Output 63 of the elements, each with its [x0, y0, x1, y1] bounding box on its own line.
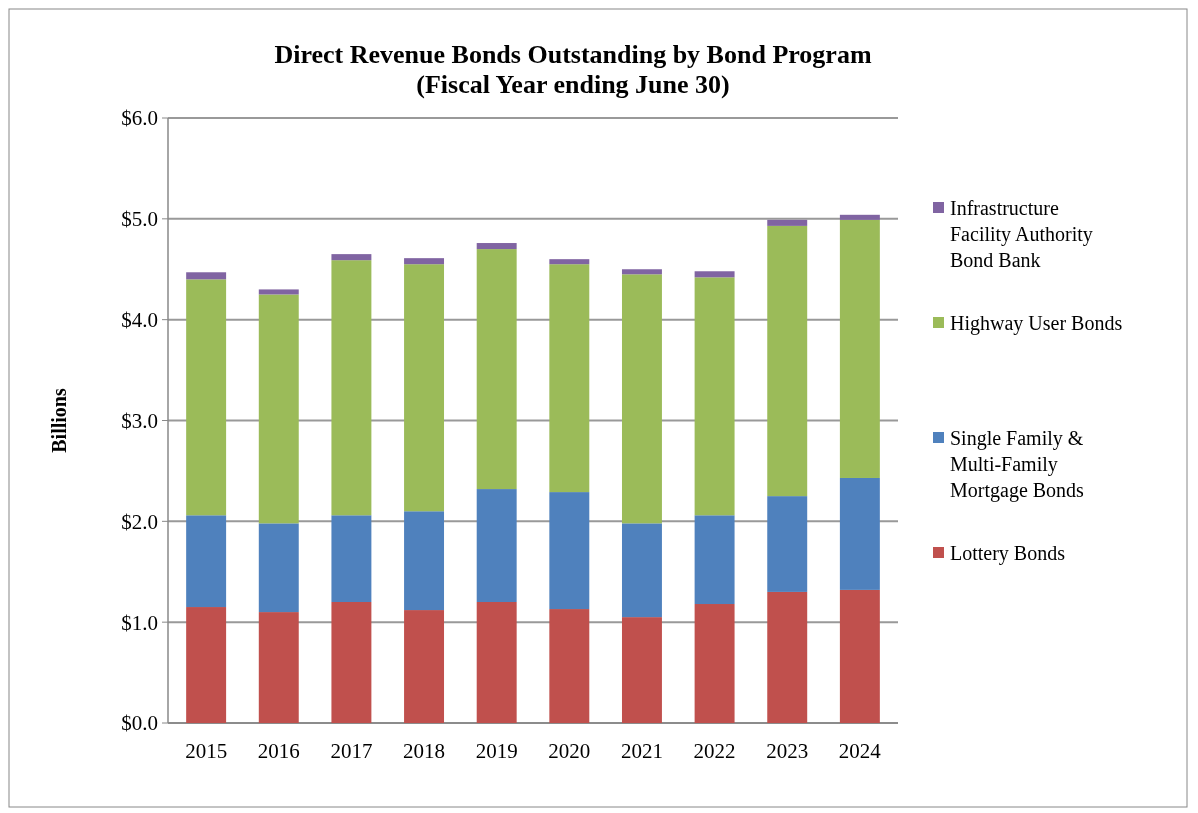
x-tick-label: 2017 [330, 739, 373, 763]
y-tick-label: $4.0 [121, 308, 158, 333]
legend-label: Highway User Bonds [950, 312, 1123, 335]
bar [331, 260, 372, 516]
bar [186, 279, 227, 516]
bar [839, 214, 880, 220]
y-tick-label: $1.0 [121, 610, 158, 635]
x-tick-label: 2020 [548, 739, 591, 763]
bar [404, 610, 445, 723]
bar [621, 269, 662, 275]
y-tick-label: $3.0 [121, 408, 158, 433]
x-tick-label: 2021 [620, 739, 663, 763]
y-axis-title: Billions [48, 388, 70, 453]
bar [767, 591, 808, 723]
bar [694, 515, 735, 605]
x-tick-label: 2023 [766, 739, 809, 763]
bar [476, 489, 517, 602]
bar [258, 612, 299, 723]
bar [549, 259, 590, 265]
legend-label: Single Family & Multi-Family Mortgage Bonds [950, 427, 1085, 502]
bar [839, 589, 880, 723]
bar [549, 609, 590, 723]
y-tick-label: $5.0 [121, 207, 158, 232]
y-tick-label: $0.0 [121, 711, 158, 736]
bar [476, 243, 517, 250]
x-tick-label: 2015 [185, 739, 228, 763]
bar [331, 602, 372, 723]
x-tick-label: 2022 [693, 739, 736, 763]
bar [476, 602, 517, 723]
bar [258, 294, 299, 524]
bar [549, 492, 590, 610]
bar [839, 219, 880, 478]
bar [186, 272, 227, 280]
x-tick-label: 2016 [257, 739, 300, 763]
x-tick-label: 2024 [838, 739, 882, 763]
bar [258, 523, 299, 613]
bar [476, 249, 517, 490]
bar [621, 523, 662, 618]
bar [694, 271, 735, 278]
bar [404, 258, 445, 265]
bar [621, 617, 662, 723]
x-tick-label: 2018 [403, 739, 446, 763]
bar [331, 254, 372, 261]
y-tick-label: $2.0 [121, 509, 158, 534]
bar [404, 264, 445, 512]
bar [767, 219, 808, 226]
chart-title: Direct Revenue Bonds Outstanding by Bond Program (Fiscal Year ending June 30) [274, 40, 872, 99]
bar [549, 264, 590, 493]
bar [839, 477, 880, 590]
bar [694, 277, 735, 516]
bar [694, 604, 735, 723]
y-tick-label: $6.0 [121, 106, 158, 131]
legend-label: Lottery Bonds [950, 542, 1066, 565]
bar [186, 515, 227, 608]
bar [767, 496, 808, 592]
bar [258, 289, 299, 295]
bar [331, 515, 372, 602]
x-tick-label: 2019 [475, 739, 518, 763]
bar [767, 225, 808, 497]
bar [621, 274, 662, 524]
bar [404, 511, 445, 611]
bar [186, 607, 227, 723]
legend-label: Infrastructure Facility Authority Bond Bank [950, 197, 1093, 271]
